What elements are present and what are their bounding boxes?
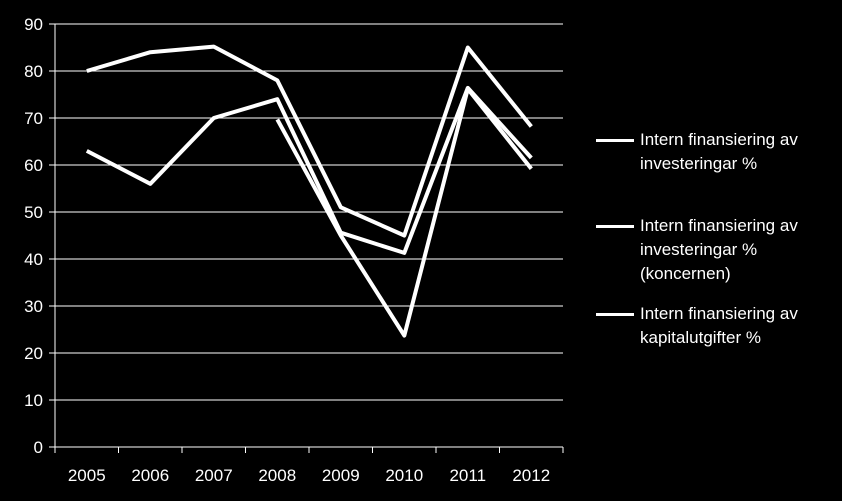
series-line-1 <box>86 44 533 238</box>
legend-label: Intern finansiering av investeringar % (… <box>640 214 830 286</box>
legend-label-line: kapitalutgifter % <box>640 328 761 347</box>
legend-swatch <box>596 225 634 228</box>
y-tick-label: 10 <box>24 391 43 410</box>
x-tick-label: 2008 <box>258 466 296 485</box>
y-tick-label: 0 <box>34 438 43 457</box>
x-tick-label: 2009 <box>322 466 360 485</box>
x-tick-label: 2007 <box>195 466 233 485</box>
legend-label-line: investeringar % <box>640 240 758 259</box>
y-tick-label: 70 <box>24 109 43 128</box>
legend-swatch <box>596 139 634 142</box>
y-tick-label: 30 <box>24 297 43 316</box>
legend-item-investeringar: Intern finansiering av investeringar % <box>596 128 830 176</box>
legend-label: Intern finansiering av kapitalutgifter % <box>640 302 830 350</box>
series-lines <box>85 44 533 338</box>
x-tick-label: 2005 <box>68 466 106 485</box>
y-tick-labels: 0 10 20 30 40 50 60 70 80 90 <box>24 15 43 457</box>
x-tick-label: 2010 <box>385 466 423 485</box>
y-tick-label: 60 <box>24 156 43 175</box>
x-tick-label: 2006 <box>131 466 169 485</box>
legend-label-line: Intern finansiering av <box>640 216 798 235</box>
x-tick-label: 2012 <box>512 466 550 485</box>
gridlines <box>55 23 563 401</box>
y-tick-label: 80 <box>24 62 43 81</box>
legend-item-kapitalutgifter: Intern finansiering av kapitalutgifter % <box>596 302 830 350</box>
legend-label-line: investeringar % <box>640 154 758 173</box>
legend-label-line: Intern finansiering av <box>640 130 798 149</box>
legend-label: Intern finansiering av investeringar % <box>640 128 830 176</box>
legend-label-line: (koncernen) <box>640 264 731 283</box>
series-line-2 <box>275 86 533 338</box>
legend-item-koncernen: Intern finansiering av investeringar % (… <box>596 214 830 286</box>
legend-swatch <box>596 313 634 316</box>
y-tick-label: 90 <box>24 15 43 34</box>
y-tick-label: 50 <box>24 203 43 222</box>
x-tick-label: 2011 <box>449 466 486 485</box>
y-tick-label: 40 <box>24 250 43 269</box>
series-line-3 <box>85 85 533 255</box>
x-tick-labels: 2005 2006 2007 2008 2009 2010 2011 2012 <box>68 466 550 485</box>
y-tick-label: 20 <box>24 344 43 363</box>
axes <box>49 23 564 453</box>
legend-label-line: Intern finansiering av <box>640 304 798 323</box>
